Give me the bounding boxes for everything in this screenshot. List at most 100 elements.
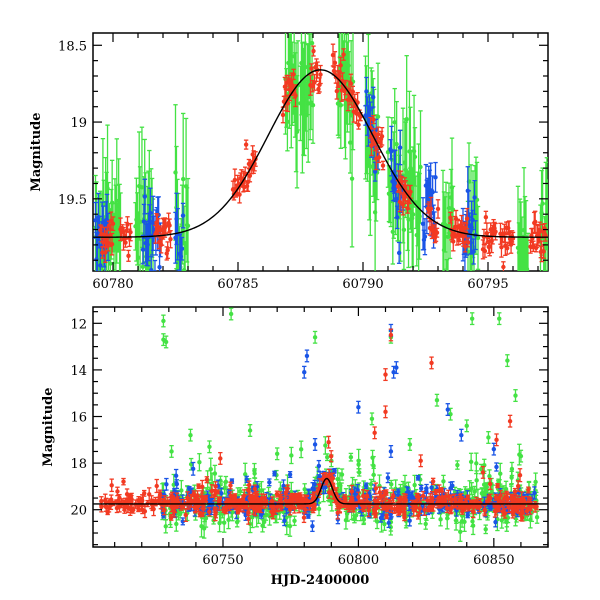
data-point (350, 89, 356, 95)
data-point (157, 264, 162, 270)
green-outlier (247, 424, 253, 437)
green-outlier (497, 312, 502, 326)
red-point (232, 168, 238, 192)
data-point (289, 453, 294, 458)
data-point (499, 244, 504, 250)
data-point (410, 212, 416, 217)
red-point (168, 230, 173, 249)
data-point (223, 479, 229, 484)
red-point (408, 184, 413, 199)
data-point (465, 240, 471, 245)
data-point (356, 122, 361, 128)
data-point (518, 453, 524, 459)
red-point (105, 234, 111, 252)
data-point (349, 176, 355, 181)
data-point (435, 206, 441, 212)
data-point (438, 517, 443, 522)
green-outlier (312, 330, 318, 344)
data-point (455, 462, 460, 468)
data-point (412, 154, 418, 160)
blue-point (148, 187, 153, 239)
data-point (374, 519, 380, 524)
data-point (287, 523, 293, 529)
green-point (509, 470, 514, 485)
data-point (303, 64, 308, 70)
data-point (395, 215, 400, 220)
data-point (197, 460, 202, 465)
data-point (337, 481, 343, 487)
blue-point (370, 86, 376, 108)
data-point (400, 487, 406, 492)
data-point (493, 229, 498, 234)
red-point (243, 139, 249, 150)
green-outlier (228, 307, 234, 321)
red-point (531, 240, 536, 253)
data-point (412, 482, 417, 488)
data-point (340, 28, 344, 32)
data-point (292, 518, 297, 524)
y-tick-label: 19.5 (58, 193, 87, 208)
green-outlier (188, 428, 193, 442)
data-point (278, 487, 283, 492)
data-point (136, 255, 141, 260)
data-point (165, 247, 170, 253)
data-point (430, 189, 435, 195)
data-point (180, 213, 186, 218)
data-point (335, 476, 340, 482)
data-point (540, 201, 545, 206)
data-point (177, 275, 181, 279)
top-y-axis-title: Magnitude (29, 112, 44, 191)
data-point (107, 233, 113, 238)
blue-point (471, 238, 476, 265)
blue-point (396, 241, 402, 264)
data-point (397, 199, 403, 205)
green-point (423, 517, 428, 530)
data-point (487, 244, 492, 249)
data-point (422, 234, 428, 239)
green-point (289, 446, 294, 465)
data-point (261, 519, 267, 525)
green-point (343, 510, 349, 530)
data-point (252, 468, 257, 473)
green-point (483, 524, 488, 535)
red-point (501, 261, 506, 271)
data-point (137, 219, 143, 224)
data-point (364, 89, 369, 94)
data-point (176, 510, 181, 515)
data-point (348, 81, 354, 86)
data-point (482, 248, 488, 254)
green-outlier (486, 431, 491, 444)
data-point (542, 282, 546, 286)
red-point (167, 218, 172, 233)
data-point (503, 486, 509, 492)
data-point (338, 63, 343, 68)
data-point (389, 482, 394, 487)
red-point (379, 126, 385, 146)
data-point (285, 119, 290, 125)
data-point (179, 275, 183, 279)
data-point (394, 141, 399, 147)
green-outlier (369, 412, 375, 426)
data-point (407, 442, 413, 447)
data-point (434, 230, 440, 235)
data-point (420, 221, 426, 226)
green-point (474, 470, 479, 491)
data-point (337, 73, 342, 79)
data-point (179, 488, 184, 493)
data-point (161, 318, 166, 324)
data-point (332, 60, 338, 65)
y-tick-label: 19 (70, 116, 87, 131)
data-point (180, 176, 186, 182)
green-point (325, 453, 330, 462)
data-point (371, 463, 376, 469)
data-point (183, 273, 187, 277)
green-point (348, 452, 354, 462)
blue-point (149, 256, 154, 271)
top-panel: 60780 60785 60790 60795 18.5 19 19.5 Magnitude (29, 28, 549, 292)
data-point (177, 286, 181, 290)
data-point (294, 129, 300, 134)
green-point (534, 510, 540, 524)
data-point (375, 132, 381, 137)
